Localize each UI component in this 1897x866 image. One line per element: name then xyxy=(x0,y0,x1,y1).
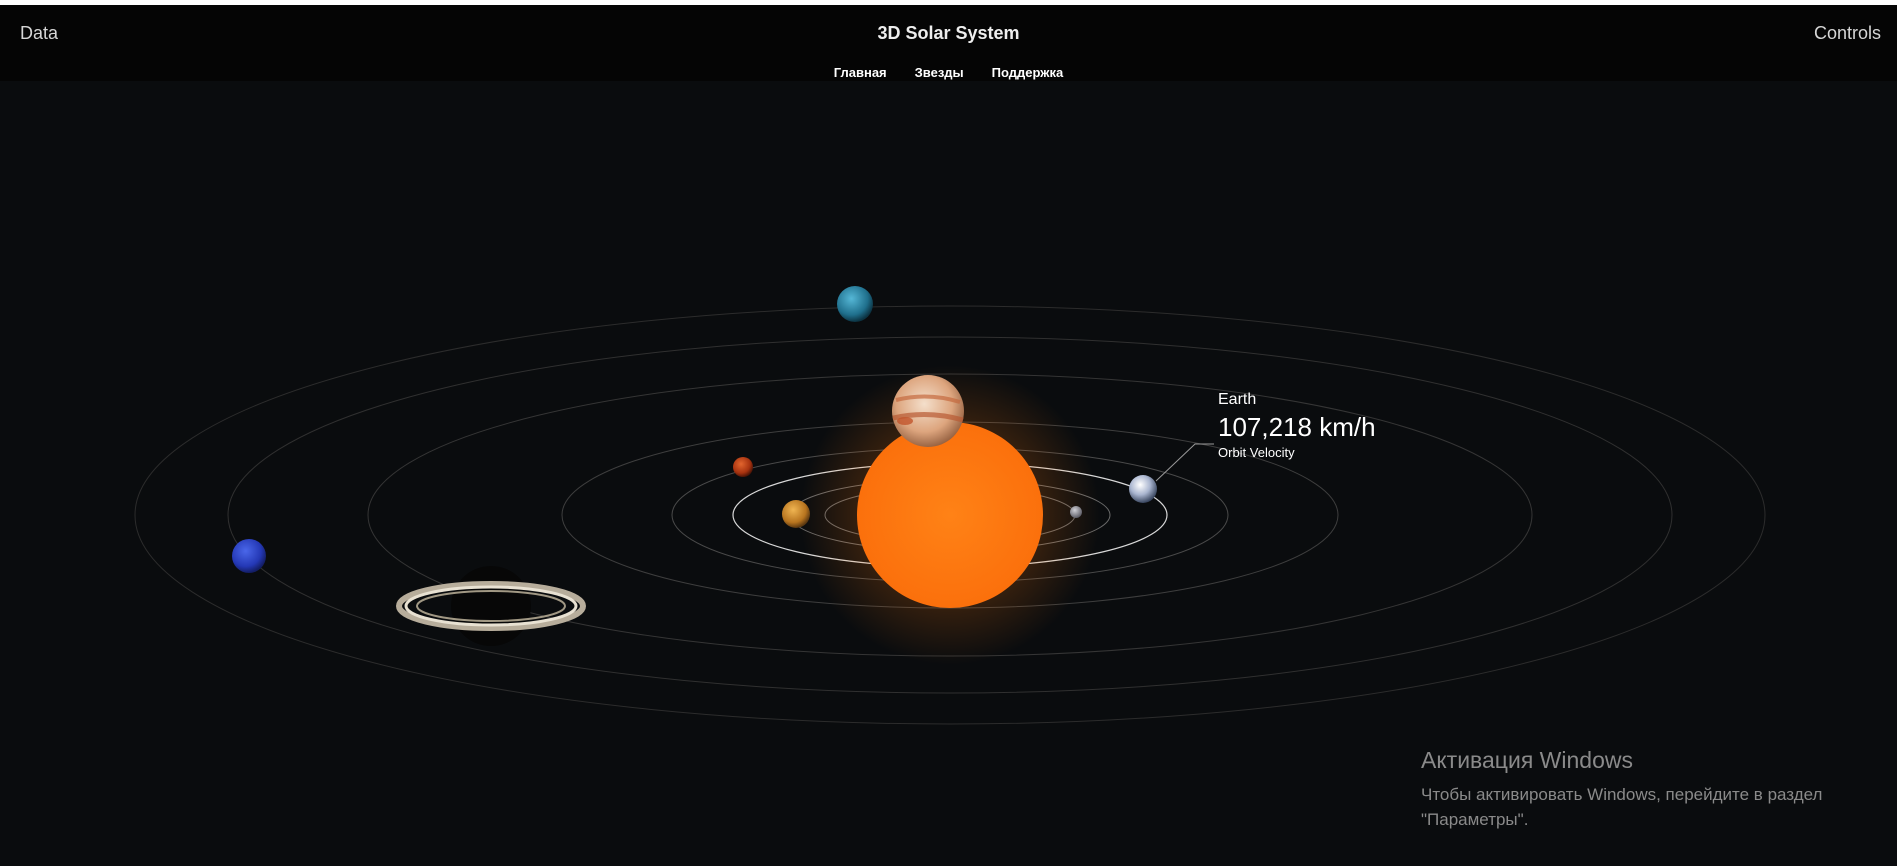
main-menu: Главная Звезды Поддержка xyxy=(0,65,1897,80)
neptune[interactable] xyxy=(232,539,266,573)
menu-item-home[interactable]: Главная xyxy=(833,65,887,80)
windows-activation-text: Чтобы активировать Windows, перейдите в … xyxy=(1421,782,1891,832)
menu-item-stars[interactable]: Звезды xyxy=(914,65,964,80)
earth-label-connector xyxy=(1155,443,1214,482)
jupiter[interactable] xyxy=(892,375,964,447)
menu-item-support[interactable]: Поддержка xyxy=(991,65,1064,80)
windows-activation-line-1: Чтобы активировать Windows, перейдите в … xyxy=(1421,785,1823,804)
earth[interactable] xyxy=(1129,475,1157,503)
orbit-velocity-value: 107,218 km/h xyxy=(1218,412,1376,442)
uranus[interactable] xyxy=(837,286,873,322)
orbit-velocity-caption: Orbit Velocity xyxy=(1218,445,1295,460)
controls-link[interactable]: Controls xyxy=(1813,23,1881,43)
page-title: 3D Solar System xyxy=(877,23,1020,43)
mercury[interactable] xyxy=(1070,506,1082,518)
windows-activation-title: Активация Windows xyxy=(1421,747,1633,773)
orbit-7 xyxy=(227,336,1673,694)
venus[interactable] xyxy=(782,500,810,528)
data-link[interactable]: Data xyxy=(20,23,59,43)
windows-activation-line-2: "Параметры". xyxy=(1421,810,1529,829)
saturn[interactable] xyxy=(396,566,586,646)
top-bar: Data 3D Solar System Controls Главная Зв… xyxy=(0,5,1897,81)
planet-name-label: Earth xyxy=(1218,391,1257,408)
solar-system-app: Data 3D Solar System Controls Главная Зв… xyxy=(0,5,1897,866)
sun[interactable] xyxy=(857,422,1043,608)
orbit-8 xyxy=(134,305,1766,725)
solar-scene xyxy=(134,286,1766,725)
mars[interactable] xyxy=(733,457,753,477)
